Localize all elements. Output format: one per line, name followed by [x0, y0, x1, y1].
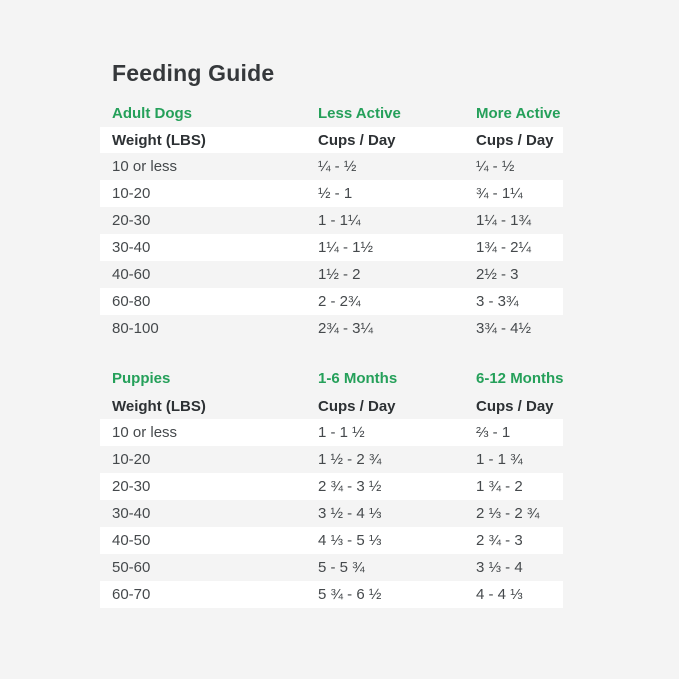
cups-per-day-column-header: Cups / Day	[318, 397, 396, 415]
more-active-cups-cell: ¾ - 1¼	[476, 185, 523, 202]
table-row: 20-30 1 - 1¼ 1¼ - 1¾	[100, 207, 563, 234]
weight-cell: 20-30	[112, 478, 151, 495]
adult-dogs-label: Adult Dogs	[112, 104, 192, 122]
less-active-cups-cell: 2¾ - 3¼	[318, 320, 374, 337]
one-to-six-months-cups-cell: 2 ¾ - 3 ½	[318, 478, 382, 495]
table-row: 10 or less 1 - 1 ½ ⅔ - 1	[100, 419, 563, 446]
adult-dogs-table: Weight (LBS) Cups / Day Cups / Day 10 or…	[100, 127, 563, 342]
one-to-six-months-label: 1-6 Months	[318, 369, 398, 387]
weight-cell: 60-70	[112, 586, 151, 603]
six-to-twelve-months-cups-cell: ⅔ - 1	[476, 424, 511, 441]
one-to-six-months-cups-cell: 1 ½ - 2 ¾	[318, 451, 382, 468]
weight-cell: 30-40	[112, 239, 151, 256]
adult-dogs-section-heading: Adult Dogs Less Active More Active	[100, 103, 563, 123]
more-active-cups-cell: 1¾ - 2¼	[476, 239, 532, 256]
weight-cell: 10 or less	[112, 424, 178, 441]
one-to-six-months-cups-cell: 5 ¾ - 6 ½	[318, 586, 382, 603]
less-active-cups-cell: 1½ - 2	[318, 266, 361, 283]
weight-cell: 20-30	[112, 212, 151, 229]
one-to-six-months-cups-cell: 3 ½ - 4 ⅓	[318, 505, 382, 522]
feeding-guide: Feeding Guide Adult Dogs Less Active Mor…	[100, 60, 564, 608]
less-active-label: Less Active	[318, 104, 401, 122]
six-to-twelve-months-cups-cell: 4 - 4 ⅓	[476, 586, 523, 603]
cups-per-day-column-header: Cups / Day	[476, 131, 554, 149]
six-to-twelve-months-cups-cell: 1 - 1 ¾	[476, 451, 523, 468]
cups-per-day-column-header: Cups / Day	[318, 131, 396, 149]
six-to-twelve-months-cups-cell: 3 ⅓ - 4	[476, 559, 523, 576]
weight-cell: 40-50	[112, 532, 151, 549]
six-to-twelve-months-label: 6-12 Months	[476, 369, 564, 387]
one-to-six-months-cups-cell: 4 ⅓ - 5 ⅓	[318, 532, 382, 549]
weight-cell: 80-100	[112, 320, 159, 337]
table-row: 20-30 2 ¾ - 3 ½ 1 ¾ - 2	[100, 473, 563, 500]
more-active-cups-cell: ¼ - ½	[476, 158, 515, 175]
weight-cell: 40-60	[112, 266, 151, 283]
puppies-section-heading: Puppies 1-6 Months 6-12 Months	[100, 368, 564, 388]
table-row: 60-80 2 - 2¾ 3 - 3¾	[100, 288, 563, 315]
less-active-cups-cell: 1 - 1¼	[318, 212, 361, 229]
cups-per-day-column-header: Cups / Day	[476, 397, 554, 415]
weight-cell: 10-20	[112, 451, 151, 468]
weight-column-header: Weight (LBS)	[112, 397, 206, 415]
table-row: 30-40 1¼ - 1½ 1¾ - 2¼	[100, 234, 563, 261]
less-active-cups-cell: ¼ - ½	[318, 158, 357, 175]
weight-column-header: Weight (LBS)	[112, 131, 206, 149]
more-active-cups-cell: 3¾ - 4½	[476, 320, 532, 337]
table-row: 30-40 3 ½ - 4 ⅓ 2 ⅓ - 2 ¾	[100, 500, 563, 527]
weight-cell: 10 or less	[112, 158, 178, 175]
less-active-cups-cell: 2 - 2¾	[318, 293, 361, 310]
six-to-twelve-months-cups-cell: 2 ⅓ - 2 ¾	[476, 505, 540, 522]
weight-cell: 50-60	[112, 559, 151, 576]
one-to-six-months-cups-cell: 5 - 5 ¾	[318, 559, 365, 576]
more-active-cups-cell: 3 - 3¾	[476, 293, 519, 310]
more-active-label: More Active	[476, 104, 561, 122]
less-active-cups-cell: ½ - 1	[318, 185, 353, 202]
six-to-twelve-months-cups-cell: 2 ¾ - 3	[476, 532, 523, 549]
table-row: 40-60 1½ - 2 2½ - 3	[100, 261, 563, 288]
table-row: 40-50 4 ⅓ - 5 ⅓ 2 ¾ - 3	[100, 527, 563, 554]
six-to-twelve-months-cups-cell: 1 ¾ - 2	[476, 478, 523, 495]
puppies-label: Puppies	[112, 369, 171, 387]
table-header-row: Weight (LBS) Cups / Day Cups / Day	[100, 393, 563, 419]
weight-cell: 60-80	[112, 293, 151, 310]
table-row: 50-60 5 - 5 ¾ 3 ⅓ - 4	[100, 554, 563, 581]
table-row: 80-100 2¾ - 3¼ 3¾ - 4½	[100, 315, 563, 342]
table-row: 10-20 ½ - 1 ¾ - 1¼	[100, 180, 563, 207]
less-active-cups-cell: 1¼ - 1½	[318, 239, 374, 256]
weight-cell: 10-20	[112, 185, 151, 202]
puppies-table: Weight (LBS) Cups / Day Cups / Day 10 or…	[100, 393, 563, 608]
table-header-row: Weight (LBS) Cups / Day Cups / Day	[100, 127, 563, 153]
table-row: 10-20 1 ½ - 2 ¾ 1 - 1 ¾	[100, 446, 563, 473]
more-active-cups-cell: 2½ - 3	[476, 266, 519, 283]
table-row: 10 or less ¼ - ½ ¼ - ½	[100, 153, 563, 180]
table-row: 60-70 5 ¾ - 6 ½ 4 - 4 ⅓	[100, 581, 563, 608]
weight-cell: 30-40	[112, 505, 151, 522]
page-title: Feeding Guide	[112, 60, 275, 86]
more-active-cups-cell: 1¼ - 1¾	[476, 212, 532, 229]
one-to-six-months-cups-cell: 1 - 1 ½	[318, 424, 365, 441]
